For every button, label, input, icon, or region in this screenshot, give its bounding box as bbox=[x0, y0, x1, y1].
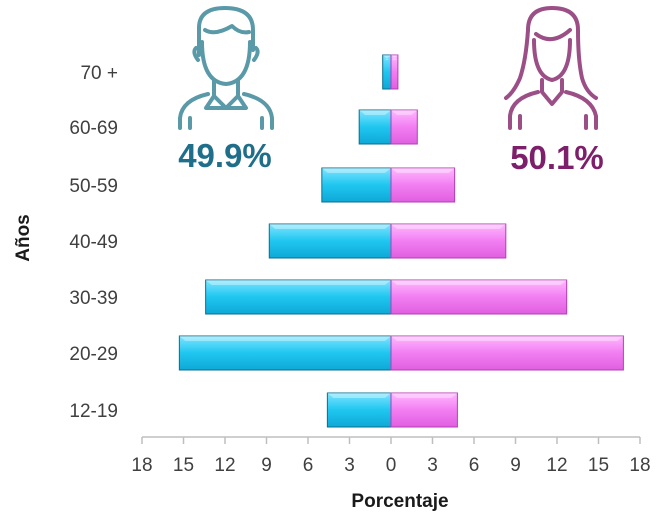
bar-right-70+ bbox=[390, 54, 399, 90]
bar-right-20-29 bbox=[390, 335, 624, 371]
category-label: 40-49 bbox=[69, 232, 118, 253]
bar-left-60-69 bbox=[358, 109, 392, 145]
bar-right-50-59 bbox=[390, 167, 456, 203]
bar-right-bevel bbox=[391, 336, 624, 341]
bar-left-bevel bbox=[327, 393, 391, 398]
y-axis-title: Años bbox=[13, 214, 34, 262]
bar-left-20-29 bbox=[178, 335, 392, 371]
bars-group bbox=[178, 54, 624, 428]
category-labels: 12-19 20-29 30-39 40-49 50-59 60-69 70 + bbox=[69, 63, 118, 422]
bar-right-bevel bbox=[391, 168, 455, 173]
x-tick-label: 3 bbox=[344, 455, 355, 476]
bar-left-bevel bbox=[205, 280, 391, 285]
x-tick-label: 15 bbox=[173, 455, 194, 476]
bar-left-bevel bbox=[321, 168, 391, 173]
bar-left-70+ bbox=[382, 54, 392, 90]
x-tick-label: 6 bbox=[303, 455, 314, 476]
category-label: 12-19 bbox=[69, 401, 118, 422]
bar-left-30-39 bbox=[205, 279, 392, 315]
x-tick-label: 9 bbox=[510, 455, 521, 476]
bar-left-12-19 bbox=[326, 392, 392, 428]
x-tick-label: 18 bbox=[629, 455, 650, 476]
bar-right-bevel bbox=[391, 280, 567, 285]
category-label: 70 + bbox=[80, 63, 118, 84]
man-icon bbox=[178, 6, 274, 130]
bar-left-bevel bbox=[382, 55, 391, 60]
x-tick-label: 18 bbox=[131, 455, 152, 476]
bar-right-bevel bbox=[391, 55, 398, 60]
x-tick-label: 12 bbox=[214, 455, 235, 476]
x-tick-label: 3 bbox=[427, 455, 438, 476]
category-label: 20-29 bbox=[69, 344, 118, 365]
x-tick-label: 9 bbox=[261, 455, 272, 476]
bar-left-bevel bbox=[179, 336, 391, 341]
bar-right-bevel bbox=[391, 224, 506, 229]
category-label: 50-59 bbox=[69, 176, 118, 197]
bar-left-40-49 bbox=[268, 223, 392, 259]
bar-right-40-49 bbox=[390, 223, 507, 259]
x-axis-ticks: 18 15 12 9 6 3 0 3 6 9 12 15 18 bbox=[131, 437, 651, 476]
bar-right-bevel bbox=[391, 393, 458, 398]
bar-right-bevel bbox=[391, 110, 418, 115]
x-tick-label: 12 bbox=[546, 455, 567, 476]
x-axis-title: Porcentaje bbox=[351, 491, 448, 512]
woman-icon bbox=[504, 6, 598, 130]
x-tick-label: 6 bbox=[469, 455, 480, 476]
bar-right-12-19 bbox=[390, 392, 458, 428]
bar-left-bevel bbox=[359, 110, 391, 115]
category-label: 60-69 bbox=[69, 118, 118, 139]
male-percent: 49.9% bbox=[178, 137, 272, 174]
female-percent: 50.1% bbox=[510, 139, 604, 176]
bar-right-30-39 bbox=[390, 279, 568, 315]
bar-left-bevel bbox=[269, 224, 391, 229]
x-tick-label: 0 bbox=[386, 455, 397, 476]
category-label: 30-39 bbox=[69, 288, 118, 309]
x-tick-label: 15 bbox=[588, 455, 609, 476]
bar-left-50-59 bbox=[321, 167, 392, 203]
bar-right-60-69 bbox=[390, 109, 418, 145]
